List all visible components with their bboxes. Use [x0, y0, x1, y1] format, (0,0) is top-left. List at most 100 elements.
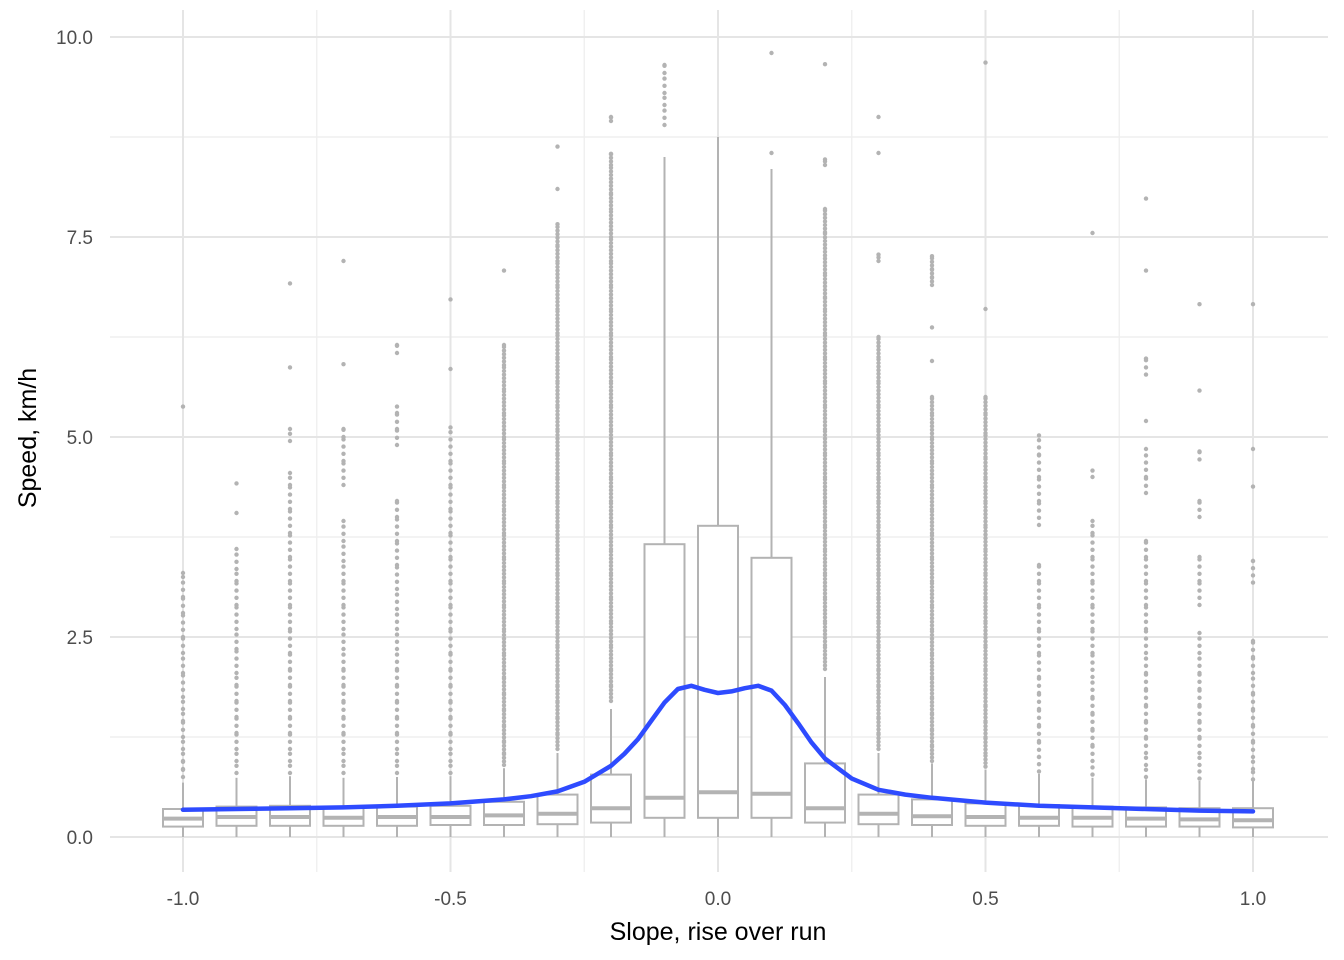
outlier-point [501, 400, 507, 405]
outlier-point [929, 592, 935, 597]
outlier-point [1197, 656, 1202, 661]
outlier-point [394, 751, 400, 756]
outlier-point [929, 758, 935, 764]
outlier-point [608, 624, 614, 630]
outlier-point [822, 615, 828, 620]
outlier-point [555, 423, 560, 428]
outlier-point [234, 758, 239, 764]
outlier-point [394, 428, 400, 433]
outlier-point [822, 436, 828, 441]
outlier-point [876, 467, 881, 472]
outlier-point [822, 608, 828, 613]
outlier-point [287, 636, 293, 641]
outlier-point [608, 467, 614, 472]
outlier-point [1090, 557, 1095, 562]
outlier-point [1197, 581, 1202, 586]
outlier-point [822, 260, 828, 265]
outlier-point [822, 501, 828, 506]
outlier-point [929, 588, 935, 593]
outlier-point [608, 587, 614, 592]
outlier-point [1197, 688, 1202, 693]
outlier-point [555, 645, 560, 650]
outlier-point [555, 453, 560, 458]
outlier-point [822, 351, 828, 356]
outlier-point [287, 612, 293, 617]
outlier-point [608, 432, 614, 438]
outlier-point [287, 770, 293, 776]
outlier-point [501, 520, 507, 525]
outlier-point [1197, 743, 1202, 748]
outlier-point [555, 412, 560, 417]
outlier-point [983, 436, 988, 442]
outlier-point [1036, 433, 1042, 438]
outlier-point [501, 509, 507, 514]
outlier-point [501, 448, 507, 453]
outlier-point [1197, 762, 1202, 768]
outlier-point [608, 652, 614, 657]
outlier-point [234, 723, 239, 728]
outlier-point [448, 509, 453, 514]
outlier-point [1143, 446, 1149, 452]
outlier-point [501, 407, 507, 412]
outlier-point [662, 90, 667, 96]
outlier-point [822, 549, 828, 554]
outlier-point [555, 251, 560, 256]
outlier-point [501, 731, 507, 736]
outlier-point [929, 512, 935, 518]
outlier-point [822, 573, 828, 578]
outlier-point [983, 519, 988, 524]
outlier-point [394, 579, 400, 584]
outlier-point [1036, 708, 1042, 713]
outlier-point [876, 114, 881, 120]
outlier-point [1197, 507, 1202, 512]
outlier-point [501, 762, 507, 768]
outlier-point [929, 653, 935, 658]
outlier-point [180, 767, 186, 772]
outlier-point [1036, 715, 1042, 720]
outlier-point [555, 528, 560, 534]
outlier-point [983, 60, 988, 65]
outlier-point [929, 488, 935, 494]
outlier-point [1250, 640, 1256, 645]
outlier-point [983, 456, 988, 462]
box-iqr [804, 762, 846, 824]
outlier-point [983, 708, 988, 713]
outlier-point [822, 563, 828, 568]
outlier-point [876, 525, 881, 530]
outlier-point [929, 557, 935, 562]
outlier-point [394, 619, 400, 624]
outlier-point [822, 652, 828, 657]
outlier-point [1143, 268, 1149, 273]
outlier-point [1036, 731, 1042, 736]
outlier-point [822, 249, 828, 254]
outlier-point [822, 299, 828, 304]
outlier-point [180, 603, 186, 608]
outlier-point [608, 477, 614, 482]
outlier-point [501, 592, 507, 597]
outlier-point [876, 440, 881, 445]
outlier-point [876, 691, 881, 696]
outlier-point [501, 656, 507, 662]
outlier-point [287, 438, 293, 444]
outlier-point [234, 559, 239, 564]
outlier-point [876, 736, 881, 741]
outlier-point [929, 707, 935, 712]
outlier-point [287, 470, 293, 476]
outlier-point [555, 333, 560, 338]
outlier-point [1250, 302, 1256, 307]
outlier-point [608, 216, 614, 222]
outlier-point [555, 743, 560, 748]
outlier-point [555, 608, 560, 613]
outlier-point [1197, 704, 1202, 709]
outlier-point [287, 659, 293, 664]
outlier-point [234, 552, 239, 557]
outlier-point [501, 475, 507, 480]
outlier-point [555, 484, 560, 489]
outlier-point [876, 495, 881, 500]
outlier-point [341, 632, 346, 637]
outlier-point [1090, 744, 1095, 749]
outlier-point [876, 597, 881, 602]
outlier-point [608, 491, 614, 496]
outlier-point [448, 612, 453, 617]
outlier-point [555, 447, 560, 452]
